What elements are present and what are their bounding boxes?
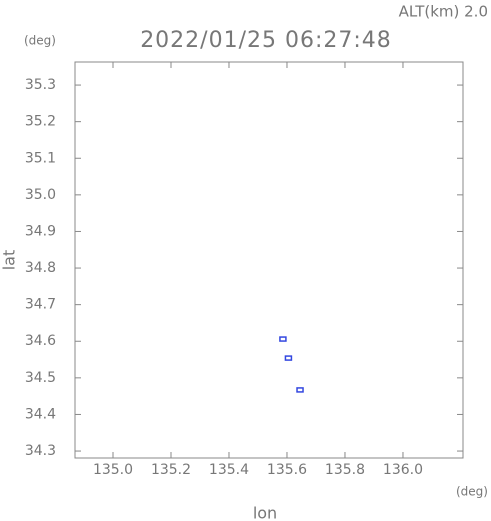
plot-frame bbox=[74, 61, 464, 459]
y-tick-label: 34.7 bbox=[25, 297, 56, 313]
point bbox=[296, 387, 304, 393]
y-tick-label: 35.3 bbox=[25, 77, 56, 93]
y-axis-label: lat bbox=[0, 250, 19, 271]
x-tick-label: 135.8 bbox=[325, 462, 365, 478]
y-tick-label: 34.6 bbox=[25, 333, 56, 349]
x-axis-label: lon bbox=[253, 504, 277, 521]
x-tick-label: 135.2 bbox=[151, 462, 191, 478]
x-tick-label: 136.0 bbox=[383, 462, 423, 478]
x-tick-label: 135.0 bbox=[93, 462, 133, 478]
x-unit: (deg) bbox=[456, 485, 488, 499]
chart-subtitle: ALT(km) 2.0 bbox=[399, 3, 488, 21]
point bbox=[284, 355, 293, 361]
y-tick-label: 34.3 bbox=[25, 443, 56, 459]
y-tick-label: 34.4 bbox=[25, 406, 56, 422]
y-tick-label: 35.0 bbox=[25, 187, 56, 203]
y-tick-label: 34.8 bbox=[25, 260, 56, 276]
y-tick-label: 35.2 bbox=[25, 114, 56, 130]
x-tick-label: 135.4 bbox=[209, 462, 249, 478]
point bbox=[279, 336, 287, 342]
y-tick-label: 35.1 bbox=[25, 150, 56, 166]
y-unit: (deg) bbox=[24, 34, 56, 48]
y-tick-label: 34.9 bbox=[25, 223, 56, 239]
y-tick-label: 34.5 bbox=[25, 370, 56, 386]
x-tick-label: 135.6 bbox=[267, 462, 307, 478]
chart-title: 2022/01/25 06:27:48 bbox=[140, 28, 392, 53]
